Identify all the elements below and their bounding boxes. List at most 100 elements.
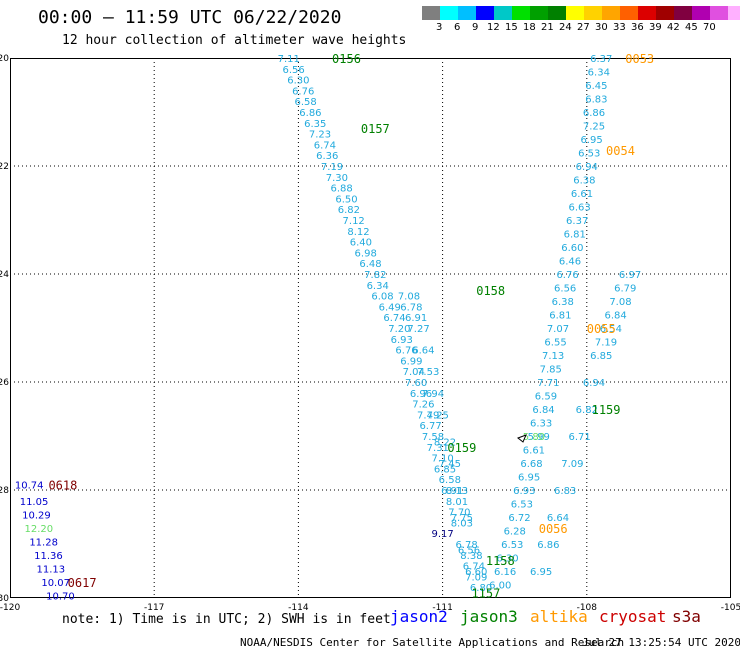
swh-value: 6.82 [338, 205, 360, 216]
swh-value: 6.59 [535, 392, 557, 403]
swh-value: 6.95 [530, 567, 552, 578]
swh-value: 6.58 [294, 97, 316, 108]
pass-time-label: 0056 [539, 522, 568, 536]
legend-swatch [674, 6, 692, 20]
swh-value: 6.61 [523, 446, 545, 457]
swh-value: 6.76 [292, 86, 314, 97]
swh-value: 6.37 [566, 216, 588, 227]
swh-value: 6.55 [544, 338, 566, 349]
swh-value: 6.48 [359, 259, 381, 270]
legend-label: 36 [631, 22, 644, 33]
swh-value: 6.38 [573, 176, 595, 187]
satellite-jason2: jason2 [390, 607, 448, 626]
x-tick-label: -120 [0, 603, 20, 610]
map-plot-area[interactable] [10, 58, 731, 598]
legend-label: 42 [667, 22, 680, 33]
legend-label: 12 [487, 22, 500, 33]
legend-label: 9 [472, 22, 479, 33]
swh-value: 6.46 [559, 257, 581, 268]
swh-value: 6.85 [434, 464, 456, 475]
cursor-icon [517, 434, 527, 443]
color-legend [422, 6, 740, 20]
swh-value: 7.26 [412, 400, 434, 411]
swh-value: 6.97 [619, 270, 641, 281]
pass-time-label: 0159 [447, 441, 476, 455]
swh-value: 10.70 [46, 591, 75, 602]
source-credit: NOAA/NESDIS Center for Satellite Applica… [240, 636, 625, 649]
y-tick-label: -20 [0, 54, 9, 64]
pass-time-label: 0156 [332, 52, 361, 66]
swh-value: 7.53 [417, 367, 439, 378]
x-tick-label: -111 [432, 603, 452, 610]
swh-value: 6.80 [470, 583, 492, 594]
swh-value: 6.63 [568, 203, 590, 214]
swh-value: 6.86 [299, 108, 321, 119]
legend-swatch [638, 6, 656, 20]
swh-value: 11.13 [37, 564, 66, 575]
swh-value: 7.11 [278, 54, 300, 65]
swh-value: 6.54 [600, 324, 622, 335]
swh-value: 6.34 [367, 281, 389, 292]
pass-time-label: 0617 [68, 576, 97, 590]
legend-label: 6 [454, 22, 461, 33]
y-tick-label: -24 [0, 270, 9, 280]
pass-time-label: 1158 [486, 554, 515, 568]
swh-value: 5.80 [523, 432, 545, 443]
swh-value: 7.20 [388, 324, 410, 335]
swh-value: 6.86 [583, 108, 605, 119]
swh-value: 7.60 [405, 378, 427, 389]
swh-value: 11.28 [29, 537, 58, 548]
swh-value: 6.95 [580, 135, 602, 146]
swh-value: 6.53 [501, 540, 523, 551]
swh-value: 8.13 [446, 486, 468, 497]
satellite-cryosat: cryosat [599, 607, 667, 626]
swh-value: 7.07 [547, 324, 569, 335]
swh-value: 8.38 [460, 551, 482, 562]
legend-swatch [584, 6, 602, 20]
legend-swatch [422, 6, 440, 20]
swh-value: 6.79 [614, 284, 636, 295]
swh-value: 7.10 [431, 454, 453, 465]
pass-time-label: 0158 [476, 284, 505, 298]
wave-height-map: -120 -117 -114 -111 -108 -105 -20 -22 -24 -26 -28 -… [0, 52, 740, 610]
swh-value: 6.34 [588, 68, 610, 79]
swh-value: 6.53 [511, 500, 533, 511]
swh-value: 7.82 [364, 270, 386, 281]
swh-value: 7.04 [403, 367, 425, 378]
swh-value: 6.36 [316, 151, 338, 162]
swh-value: 6.88 [331, 184, 353, 195]
legend-swatch [440, 6, 458, 20]
swh-value: 7.19 [595, 338, 617, 349]
swh-value: 6.83 [554, 486, 576, 497]
swh-value: 6.86 [537, 540, 559, 551]
generation-timestamp: Jul 27 13:25:54 UTC 2020 [582, 636, 740, 649]
legend-swatch [530, 6, 548, 20]
y-tick-label: -26 [0, 378, 9, 388]
pass-time-label: 0053 [625, 52, 654, 66]
legend-swatch [476, 6, 494, 20]
swh-value: 6.94 [583, 378, 605, 389]
legend-swatch [728, 6, 740, 20]
swh-value: 6.72 [508, 513, 530, 524]
swh-value: 6.76 [556, 270, 578, 281]
swh-value: 7.85 [540, 365, 562, 376]
swh-value: 6.93 [513, 486, 535, 497]
swh-value: 11.05 [20, 497, 49, 508]
swh-value: 6.08 [371, 292, 393, 303]
pass-time-label: 0157 [361, 122, 390, 136]
swh-value: 6.96 [410, 389, 432, 400]
legend-label: 39 [649, 22, 662, 33]
swh-value: 6.99 [400, 356, 422, 367]
swh-value: 6.82 [576, 405, 598, 416]
satellite-s3a: s3a [672, 607, 701, 626]
x-tick-label: -117 [144, 603, 164, 610]
swh-value: 6.00 [489, 581, 511, 592]
swh-value: 6.60 [561, 243, 583, 254]
legend-label: 70 [703, 22, 716, 33]
y-tick-label: -30 [0, 594, 9, 604]
legend-label: 24 [559, 22, 572, 33]
swh-value: 7.23 [309, 130, 331, 141]
legend-swatch [458, 6, 476, 20]
swh-value: 7.45 [439, 459, 461, 470]
swh-value: 9.17 [431, 529, 453, 540]
